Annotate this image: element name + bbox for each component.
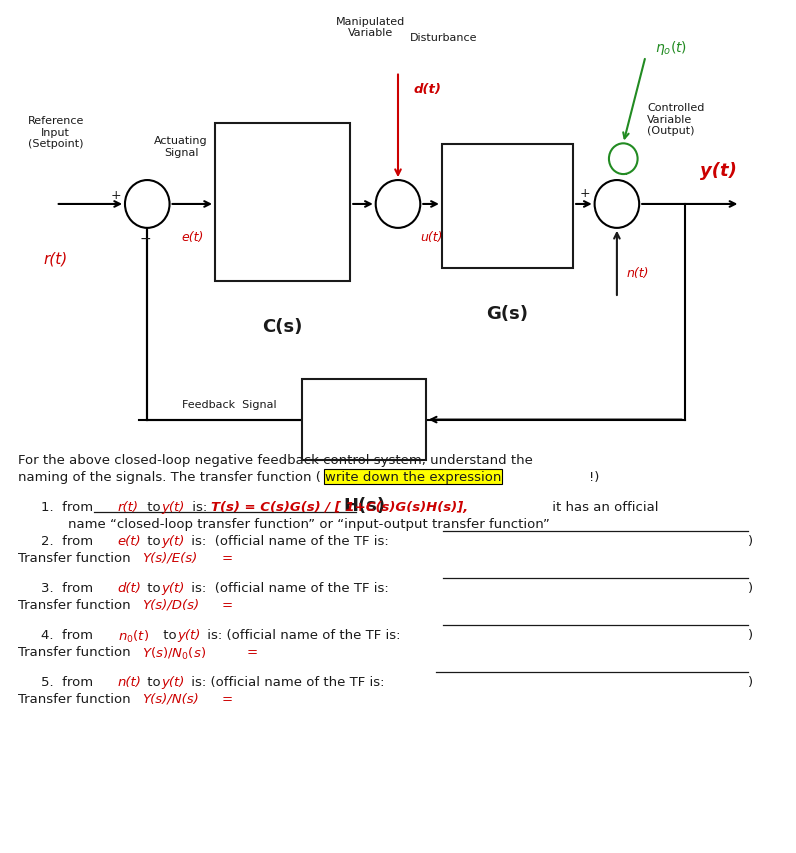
Text: =: =	[247, 645, 258, 658]
Text: d(t): d(t)	[414, 83, 442, 96]
Bar	[442, 145, 573, 269]
Text: u(t): u(t)	[419, 230, 443, 243]
Text: +: +	[580, 187, 591, 200]
Text: 5.  from: 5. from	[41, 676, 98, 688]
Text: H(s): H(s)	[343, 496, 385, 514]
Text: Control
Elements: Control Elements	[257, 216, 308, 237]
Text: =: =	[221, 551, 232, 564]
Text: Feedback  Signal: Feedback Signal	[181, 400, 276, 409]
Text: to: to	[143, 535, 165, 548]
Text: Reference
Input
(Setpoint): Reference Input (Setpoint)	[28, 116, 84, 149]
Text: $Y(s)/N_0(s)$: $Y(s)/N_0(s)$	[142, 645, 205, 661]
Text: is: (official name of the TF is:: is: (official name of the TF is:	[187, 676, 384, 688]
Text: is:  (official name of the TF is:: is: (official name of the TF is:	[187, 582, 388, 595]
Text: 4.  from: 4. from	[41, 629, 98, 641]
Bar	[302, 380, 426, 461]
Text: y(t): y(t)	[700, 161, 737, 180]
Text: 3.  from: 3. from	[41, 582, 98, 595]
Text: is: (official name of the TF is:: is: (official name of the TF is:	[203, 629, 400, 641]
Text: Controlled
Variable
(Output): Controlled Variable (Output)	[647, 103, 704, 136]
Text: $n_0(t)$: $n_0(t)$	[118, 629, 149, 645]
Circle shape	[125, 181, 170, 229]
Text: Transfer function: Transfer function	[18, 598, 135, 611]
Text: −: −	[139, 231, 150, 245]
Text: to: to	[159, 629, 181, 641]
Text: C(s): C(s)	[263, 317, 302, 335]
Text: r(t): r(t)	[118, 501, 139, 514]
Circle shape	[376, 181, 420, 229]
Bar	[215, 124, 350, 281]
Text: For the above closed-loop negative feedback control system, understand the: For the above closed-loop negative feedb…	[18, 454, 533, 467]
Text: naming of the signals. The transfer function (: naming of the signals. The transfer func…	[18, 471, 320, 484]
Text: n(t): n(t)	[118, 676, 142, 688]
Text: it has an official: it has an official	[548, 501, 658, 514]
Text: is:: is:	[188, 501, 216, 514]
Text: y(t): y(t)	[178, 629, 201, 641]
Text: Disturbance: Disturbance	[410, 32, 478, 43]
Text: n(t): n(t)	[626, 266, 649, 280]
Text: to: to	[143, 676, 165, 688]
Text: Feedback
Elements: Feedback Elements	[338, 409, 391, 431]
Text: ): )	[748, 582, 753, 595]
Text: G(s): G(s)	[486, 305, 529, 322]
Text: write down the expression: write down the expression	[325, 471, 501, 484]
Text: e(t): e(t)	[118, 535, 142, 548]
Text: +: +	[111, 189, 121, 201]
Text: Plant: Plant	[490, 200, 525, 214]
Text: name “closed-loop transfer function” or “input-output transfer function”: name “closed-loop transfer function” or …	[68, 517, 549, 530]
Text: Y(s)/N(s): Y(s)/N(s)	[142, 692, 198, 705]
Text: d(t): d(t)	[118, 582, 142, 595]
Text: y(t): y(t)	[162, 676, 185, 688]
Text: ): )	[748, 535, 753, 548]
Text: Transfer function: Transfer function	[18, 645, 135, 658]
Text: Transfer function: Transfer function	[18, 551, 135, 564]
Text: =: =	[221, 692, 232, 705]
Text: to: to	[143, 501, 165, 514]
Text: Y(s)/D(s): Y(s)/D(s)	[142, 598, 199, 611]
Text: y(t): y(t)	[162, 501, 185, 514]
Text: Manipulated
Variable: Manipulated Variable	[336, 17, 404, 38]
Circle shape	[609, 144, 638, 175]
Text: ): )	[748, 676, 753, 688]
Text: Y(s)/E(s): Y(s)/E(s)	[142, 551, 197, 564]
Text: Controller and: Controller and	[244, 163, 322, 173]
Text: Transfer function: Transfer function	[18, 692, 135, 705]
Text: e(t): e(t)	[181, 230, 204, 243]
Text: y(t): y(t)	[162, 582, 185, 595]
Text: +: +	[621, 165, 631, 178]
Text: T(s) = C(s)G(s) / [ 1+C(s)G(s)H(s)],: T(s) = C(s)G(s) / [ 1+C(s)G(s)H(s)],	[211, 501, 468, 514]
Text: y(t): y(t)	[162, 535, 185, 548]
Text: 1.  from: 1. from	[41, 501, 98, 514]
Text: r(t): r(t)	[44, 252, 68, 267]
Text: $\eta_o(t)$: $\eta_o(t)$	[655, 39, 687, 57]
Text: =: =	[221, 598, 232, 611]
Text: to: to	[143, 582, 165, 595]
Text: Actuating
Signal: Actuating Signal	[154, 136, 208, 158]
Text: is:  (official name of the TF is:: is: (official name of the TF is:	[187, 535, 388, 548]
Text: !): !)	[589, 471, 599, 484]
Text: ): )	[748, 629, 753, 641]
Circle shape	[595, 181, 639, 229]
Text: 2.  from: 2. from	[41, 535, 98, 548]
